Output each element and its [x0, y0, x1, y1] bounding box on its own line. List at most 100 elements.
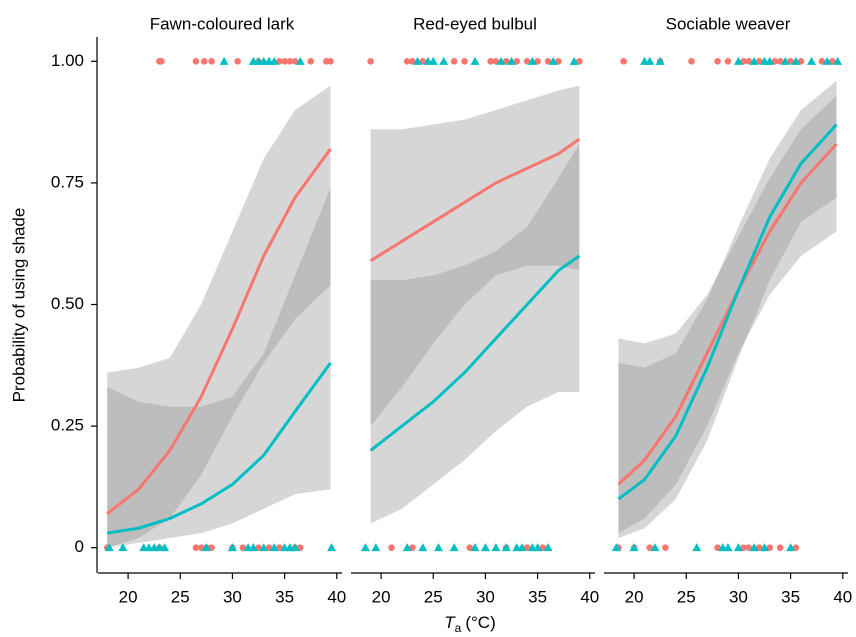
data-point — [388, 544, 395, 551]
data-point — [367, 58, 374, 65]
x-tick-label: 20 — [372, 587, 391, 606]
data-point — [714, 544, 721, 551]
data-point — [756, 544, 763, 551]
data-point — [645, 56, 655, 65]
data-point — [255, 544, 262, 551]
data-point — [760, 543, 770, 552]
x-tick-label: 35 — [528, 587, 547, 606]
data-point — [208, 58, 215, 65]
data-point — [307, 58, 314, 65]
data-point — [259, 543, 269, 552]
data-point — [403, 58, 411, 65]
data-point — [611, 543, 621, 552]
panel-title: Fawn-coloured lark — [150, 14, 295, 33]
data-point — [544, 58, 552, 65]
data-point — [523, 544, 531, 551]
data-point — [533, 543, 543, 552]
confidence-ribbon — [370, 144, 580, 524]
data-point — [327, 58, 334, 65]
x-tick-label: 35 — [275, 587, 294, 606]
x-tick-label: 30 — [223, 587, 242, 606]
data-point — [413, 56, 423, 65]
fitted-line — [106, 361, 332, 535]
data-point — [723, 543, 733, 552]
data-point — [740, 544, 747, 551]
data-point — [780, 56, 790, 65]
y-tick-label: 1.00 — [51, 51, 84, 70]
data-point — [197, 544, 205, 551]
fitted-line — [369, 254, 581, 452]
data-point — [523, 58, 531, 65]
data-point — [749, 56, 759, 65]
data-point — [248, 543, 258, 552]
data-point — [806, 56, 816, 65]
x-tick-label: 30 — [729, 587, 748, 606]
x-axis-label: Ta (°C) — [444, 613, 495, 635]
data-point — [470, 56, 480, 65]
panel-title: Sociable weaver — [666, 14, 791, 33]
data-point — [543, 543, 553, 552]
x-tick-label: 35 — [781, 587, 800, 606]
data-point — [234, 58, 241, 65]
data-point — [480, 543, 490, 552]
data-point — [192, 58, 200, 65]
data-point — [791, 56, 801, 65]
x-tick-label: 40 — [580, 587, 599, 606]
data-point — [219, 56, 229, 65]
data-point — [829, 58, 836, 65]
x-tick-label: 25 — [171, 587, 190, 606]
data-point — [296, 544, 304, 551]
data-point — [104, 543, 114, 552]
data-point — [491, 543, 501, 552]
data-point — [501, 543, 511, 552]
data-point — [487, 58, 494, 65]
data-point — [419, 58, 427, 65]
data-point — [118, 543, 128, 552]
data-point — [470, 543, 480, 552]
data-point — [792, 544, 800, 551]
data-point — [692, 543, 702, 552]
x-label-symbol: T — [444, 613, 456, 632]
x-tick-label: 30 — [476, 587, 495, 606]
data-point — [833, 56, 843, 65]
x-tick-label: 25 — [677, 587, 696, 606]
fitted-line — [369, 137, 581, 263]
x-tick-label: 25 — [424, 587, 443, 606]
data-point — [276, 58, 283, 65]
data-point — [688, 58, 695, 65]
confidence-ribbon — [107, 85, 331, 548]
data-point — [569, 56, 579, 65]
data-point — [650, 543, 660, 552]
data-point — [201, 543, 211, 552]
data-point — [239, 544, 247, 551]
data-point — [765, 56, 775, 65]
data-point — [513, 58, 521, 65]
y-tick-label: 0 — [75, 537, 84, 556]
data-point — [527, 56, 537, 65]
data-point — [818, 58, 826, 65]
data-point — [576, 58, 583, 65]
data-point — [714, 58, 721, 65]
data-point — [158, 58, 165, 65]
data-point — [749, 543, 759, 552]
data-point — [740, 58, 747, 65]
data-point — [208, 544, 215, 551]
data-point — [281, 58, 288, 65]
data-point — [629, 543, 639, 552]
data-point — [662, 544, 669, 551]
data-point — [786, 543, 796, 552]
x-tick-label: 20 — [119, 587, 138, 606]
data-point — [418, 543, 428, 552]
data-point — [428, 56, 438, 65]
data-point — [822, 56, 832, 65]
data-point — [766, 544, 774, 551]
data-point — [160, 543, 170, 552]
data-point — [269, 543, 279, 552]
data-point — [620, 58, 627, 65]
fitted-line — [106, 147, 332, 515]
data-point — [466, 544, 474, 551]
data-point — [439, 56, 449, 65]
data-point — [291, 58, 299, 65]
data-point — [450, 58, 458, 65]
data-point — [192, 544, 200, 551]
